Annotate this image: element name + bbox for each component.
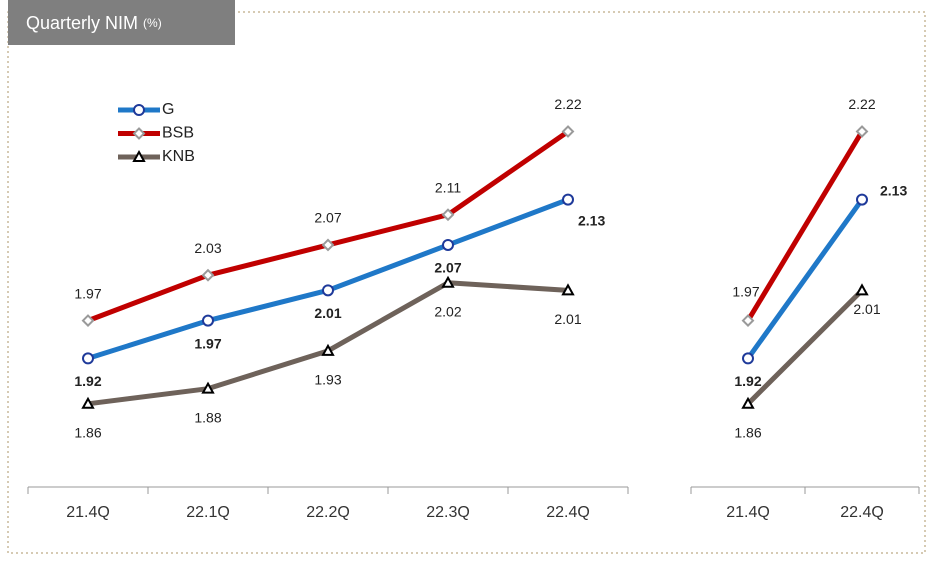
marker [561, 125, 575, 138]
marker [562, 193, 574, 206]
marker [201, 268, 215, 282]
value-label: 2.07 [314, 210, 341, 226]
marker [441, 208, 455, 222]
value-label: 2.01 [554, 311, 581, 327]
title-text: Quarterly NIM [26, 13, 138, 33]
x-tick-label: 21.4Q [66, 504, 110, 521]
legend-marker [132, 149, 146, 162]
x-tick-label: 22.3Q [426, 504, 470, 521]
marker [321, 238, 335, 252]
chart-title: Quarterly NIM (%) [26, 13, 162, 33]
marker [442, 238, 454, 251]
marker [855, 125, 869, 138]
x-tick-label: 21.4Q [726, 504, 770, 521]
marker [81, 314, 95, 328]
marker [321, 343, 335, 356]
x-tick-label: 22.2Q [306, 504, 350, 521]
series-line [745, 130, 865, 322]
value-label: 1.97 [194, 335, 221, 351]
marker [322, 284, 334, 297]
marker [202, 314, 214, 327]
value-label: 2.13 [880, 182, 907, 198]
legend-marker [132, 127, 146, 140]
title-box [8, 0, 235, 45]
value-label: 2.02 [434, 303, 461, 319]
marker [742, 352, 754, 365]
value-label: 1.97 [74, 285, 101, 301]
value-label: 2.13 [578, 212, 605, 228]
value-label: 2.22 [848, 96, 875, 112]
value-label: 1.86 [734, 425, 761, 441]
title-unit: (%) [143, 16, 162, 30]
legend-label: BSB [162, 125, 194, 142]
marker [855, 283, 869, 296]
series-line [745, 198, 865, 360]
value-label: 1.93 [314, 372, 341, 388]
value-label: 2.11 [435, 179, 461, 195]
marker [441, 275, 455, 288]
value-label: 2.07 [434, 260, 461, 276]
legend-label: G [162, 101, 174, 118]
x-tick-label: 22.4Q [840, 504, 884, 521]
value-label: 2.01 [314, 305, 341, 321]
value-label: 1.86 [74, 425, 101, 441]
marker [741, 314, 755, 328]
series-line [746, 288, 864, 406]
value-label: 1.97 [732, 283, 759, 299]
marker [856, 193, 868, 206]
frame [7, 11, 926, 554]
x-tick-label: 22.1Q [186, 504, 230, 521]
value-label: 1.92 [734, 373, 761, 389]
marker [561, 283, 575, 296]
value-label: 2.01 [853, 301, 880, 317]
marker [741, 396, 755, 409]
marker [82, 352, 94, 365]
value-label: 2.03 [194, 240, 221, 256]
value-label: 2.22 [554, 96, 581, 112]
legend-label: KNB [162, 148, 195, 165]
x-tick-label: 22.4Q [546, 504, 590, 521]
legend-marker [133, 104, 145, 116]
marker [81, 396, 95, 409]
value-label: 1.92 [74, 373, 101, 389]
value-label: 1.88 [194, 409, 221, 425]
marker [201, 381, 215, 394]
